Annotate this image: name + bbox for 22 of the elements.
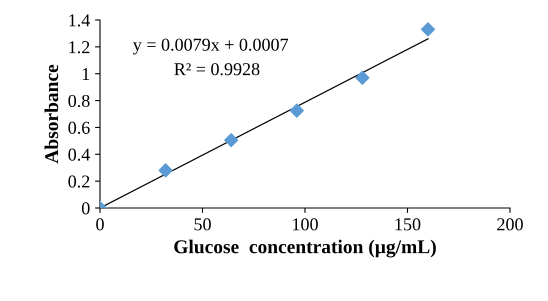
y-tick-label: 0.8 xyxy=(68,94,90,108)
y-tick-label: 0.4 xyxy=(68,148,90,161)
x-tick-label: 100 xyxy=(293,218,318,230)
x-tick-label: 150 xyxy=(396,218,420,230)
y-axis-title: Absorbance xyxy=(44,64,58,164)
point xyxy=(158,163,173,178)
y-tick-label: 1 xyxy=(82,68,90,80)
x-tick-label: 50 xyxy=(194,218,211,230)
x-tick-label: 200 xyxy=(497,218,523,230)
y-tick-label: 0.2 xyxy=(68,175,90,188)
annotation: R² = 0.9928 xyxy=(174,63,260,76)
point xyxy=(290,104,304,118)
annotation: y = 0.0079x + 0.0007 xyxy=(133,38,288,55)
point xyxy=(420,22,436,36)
y-tick-label: 0 xyxy=(82,202,90,214)
x-tick-label: 0 xyxy=(96,218,104,230)
x-axis-title: Glucose concentration (µg/mL) xyxy=(174,240,436,258)
y-tick-label: 0.6 xyxy=(68,122,90,134)
y-tick-label: 1.4 xyxy=(69,14,90,27)
y-tick-label: 1.2 xyxy=(69,41,90,54)
point xyxy=(355,70,370,85)
point xyxy=(224,133,238,148)
